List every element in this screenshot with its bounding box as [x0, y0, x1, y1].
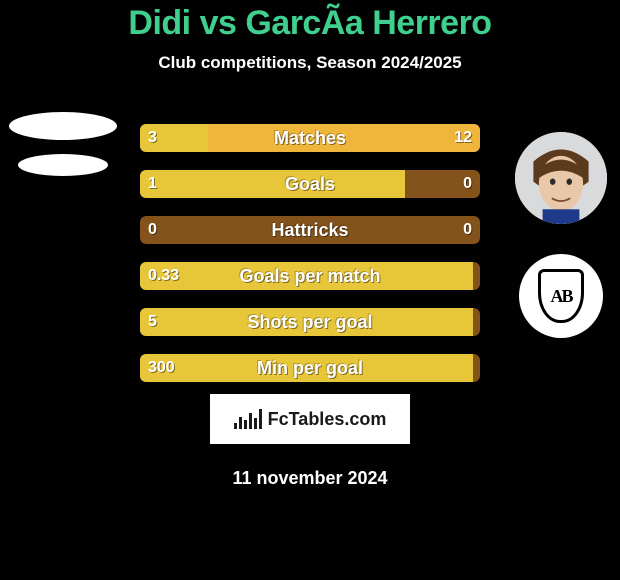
right-player-avatar [515, 132, 607, 224]
left-club-avatar [18, 154, 108, 176]
right-club-avatar: AB [519, 254, 603, 338]
stat-bar-left [140, 354, 473, 382]
stat-bar-left [140, 124, 208, 152]
comparison-chart: 312Matches 10Goals 00Hattricks 0.33Goals pe… [140, 124, 480, 400]
source-badge-text: FcTables.com [268, 409, 387, 430]
date-text: 11 november 2024 [0, 468, 620, 489]
stat-row: 10Goals [140, 170, 480, 198]
subtitle: Club competitions, Season 2024/2025 [0, 53, 620, 73]
stat-row: 300Min per goal [140, 354, 480, 382]
club-crest-text: AB [550, 286, 571, 307]
stat-row: 312Matches [140, 124, 480, 152]
source-badge: FcTables.com [0, 394, 620, 444]
stat-bar-left [140, 262, 473, 290]
stat-bar-left [140, 308, 473, 336]
stat-row: 00Hattricks [140, 216, 480, 244]
club-crest-icon: AB [538, 269, 584, 323]
stat-bar-left [140, 170, 405, 198]
player-face-icon [515, 132, 607, 224]
stat-row-bg [140, 216, 480, 244]
bars-logo-icon [234, 409, 262, 429]
stat-row: 0.33Goals per match [140, 262, 480, 290]
stat-row: 5Shots per goal [140, 308, 480, 336]
stat-bar-right [208, 124, 480, 152]
left-player-avatar [9, 112, 117, 140]
page-title: Didi vs GarcÃ­a Herrero [0, 0, 620, 43]
left-avatar-stack [8, 112, 118, 176]
right-avatar-stack: AB [506, 132, 616, 338]
